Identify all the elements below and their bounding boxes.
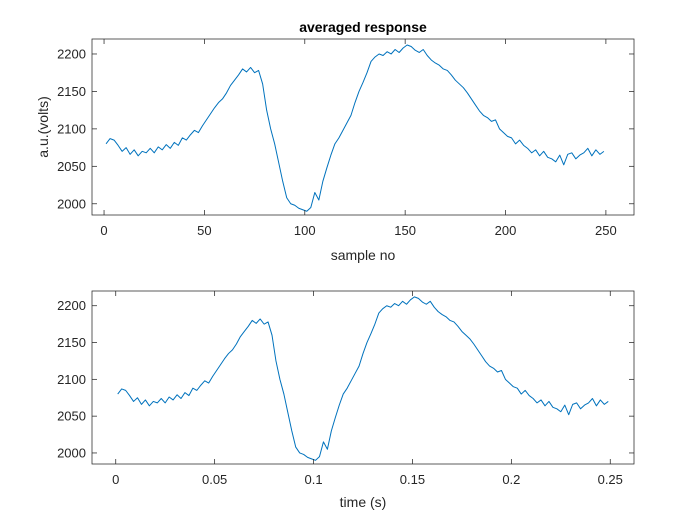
bottom-x-tick-label: 0.15 (400, 472, 425, 487)
top-series-line (105, 44, 605, 212)
top-subplot-title: averaged response (299, 19, 427, 35)
top-x-tick-label: 50 (197, 223, 211, 238)
top-x-tick-label: 150 (394, 223, 416, 238)
bottom-y-tick-label: 2000 (57, 445, 86, 460)
bottom-x-axis-label: time (s) (340, 494, 387, 510)
top-y-axis-label: a.u.(volts) (35, 96, 51, 157)
top-y-tick-label: 2050 (57, 159, 86, 174)
bottom-plot-area: 0 0.05 0.1 0.15 0.2 0.25 2000 2050 2100 2150 2200 (57, 290, 635, 487)
top-x-tick-label: 200 (495, 223, 517, 238)
top-y-tick-label: 2150 (57, 84, 86, 99)
top-x-tick-label: 250 (595, 223, 617, 238)
top-y-tick-label: 2200 (57, 46, 86, 61)
top-axes-box (91, 38, 635, 216)
top-y-tick-label: 2100 (57, 121, 86, 136)
bottom-x-tick-label: 0.25 (598, 472, 623, 487)
top-x-tick-label: 0 (100, 223, 107, 238)
bottom-x-tick-label: 0.1 (305, 472, 323, 487)
top-x-tick-label: 100 (294, 223, 316, 238)
top-y-tick-label: 2000 (57, 196, 86, 211)
bottom-y-tick-label: 2200 (57, 298, 86, 313)
bottom-axes-box (91, 290, 635, 465)
bottom-x-tick-label: 0 (112, 472, 119, 487)
bottom-y-tick-label: 2100 (57, 372, 86, 387)
bottom-subplot: 0 0.05 0.1 0.15 0.2 0.2520002050210021502200 … (57, 290, 635, 510)
top-x-axis-label: sample no (331, 247, 396, 263)
bottom-x-tick-label: 0.05 (202, 472, 227, 487)
bottom-y-tick-label: 2050 (57, 409, 86, 424)
top-subplot: averaged response 0 50 100 150 200 250 2000 205… (35, 19, 635, 263)
bottom-x-tick-label: 0.2 (502, 472, 520, 487)
top-plot-area: 0 50 100 150 200 250 2000 2050 2100 2150 2200 (57, 38, 635, 238)
bottom-y-tick-label: 2150 (57, 335, 86, 350)
bottom-series-line (117, 296, 609, 461)
